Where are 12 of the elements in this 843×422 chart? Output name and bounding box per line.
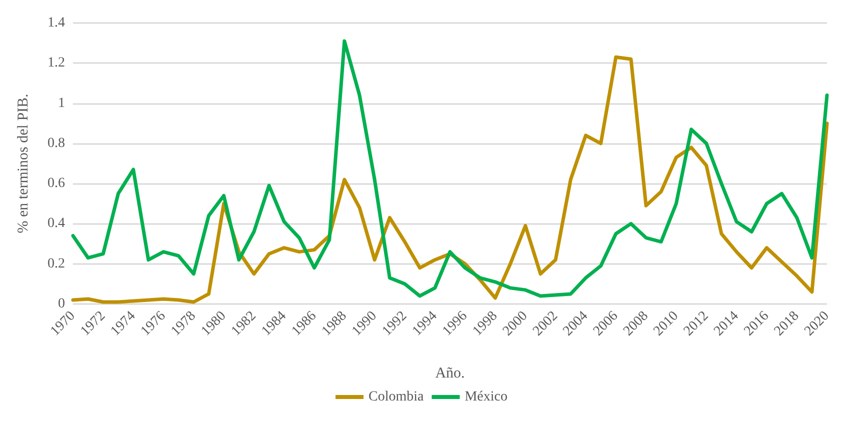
x-axis-title: Año. — [435, 366, 465, 382]
y-tick-label: 1 — [58, 96, 65, 111]
y-tick-label: 1.4 — [48, 16, 65, 30]
y-tick-label: 0.8 — [48, 136, 65, 151]
y-axis-title: % en terminos del PIB. — [16, 94, 32, 234]
y-tick-label: 0.6 — [48, 176, 65, 192]
y-tick-label: 0 — [58, 296, 65, 312]
y-tick-label: 0.4 — [48, 216, 65, 232]
legend-label: Colombia — [368, 390, 425, 404]
y-tick-label: 1.2 — [48, 56, 65, 71]
legend-label: México — [464, 390, 508, 404]
y-tick-label: 0.2 — [48, 256, 65, 272]
